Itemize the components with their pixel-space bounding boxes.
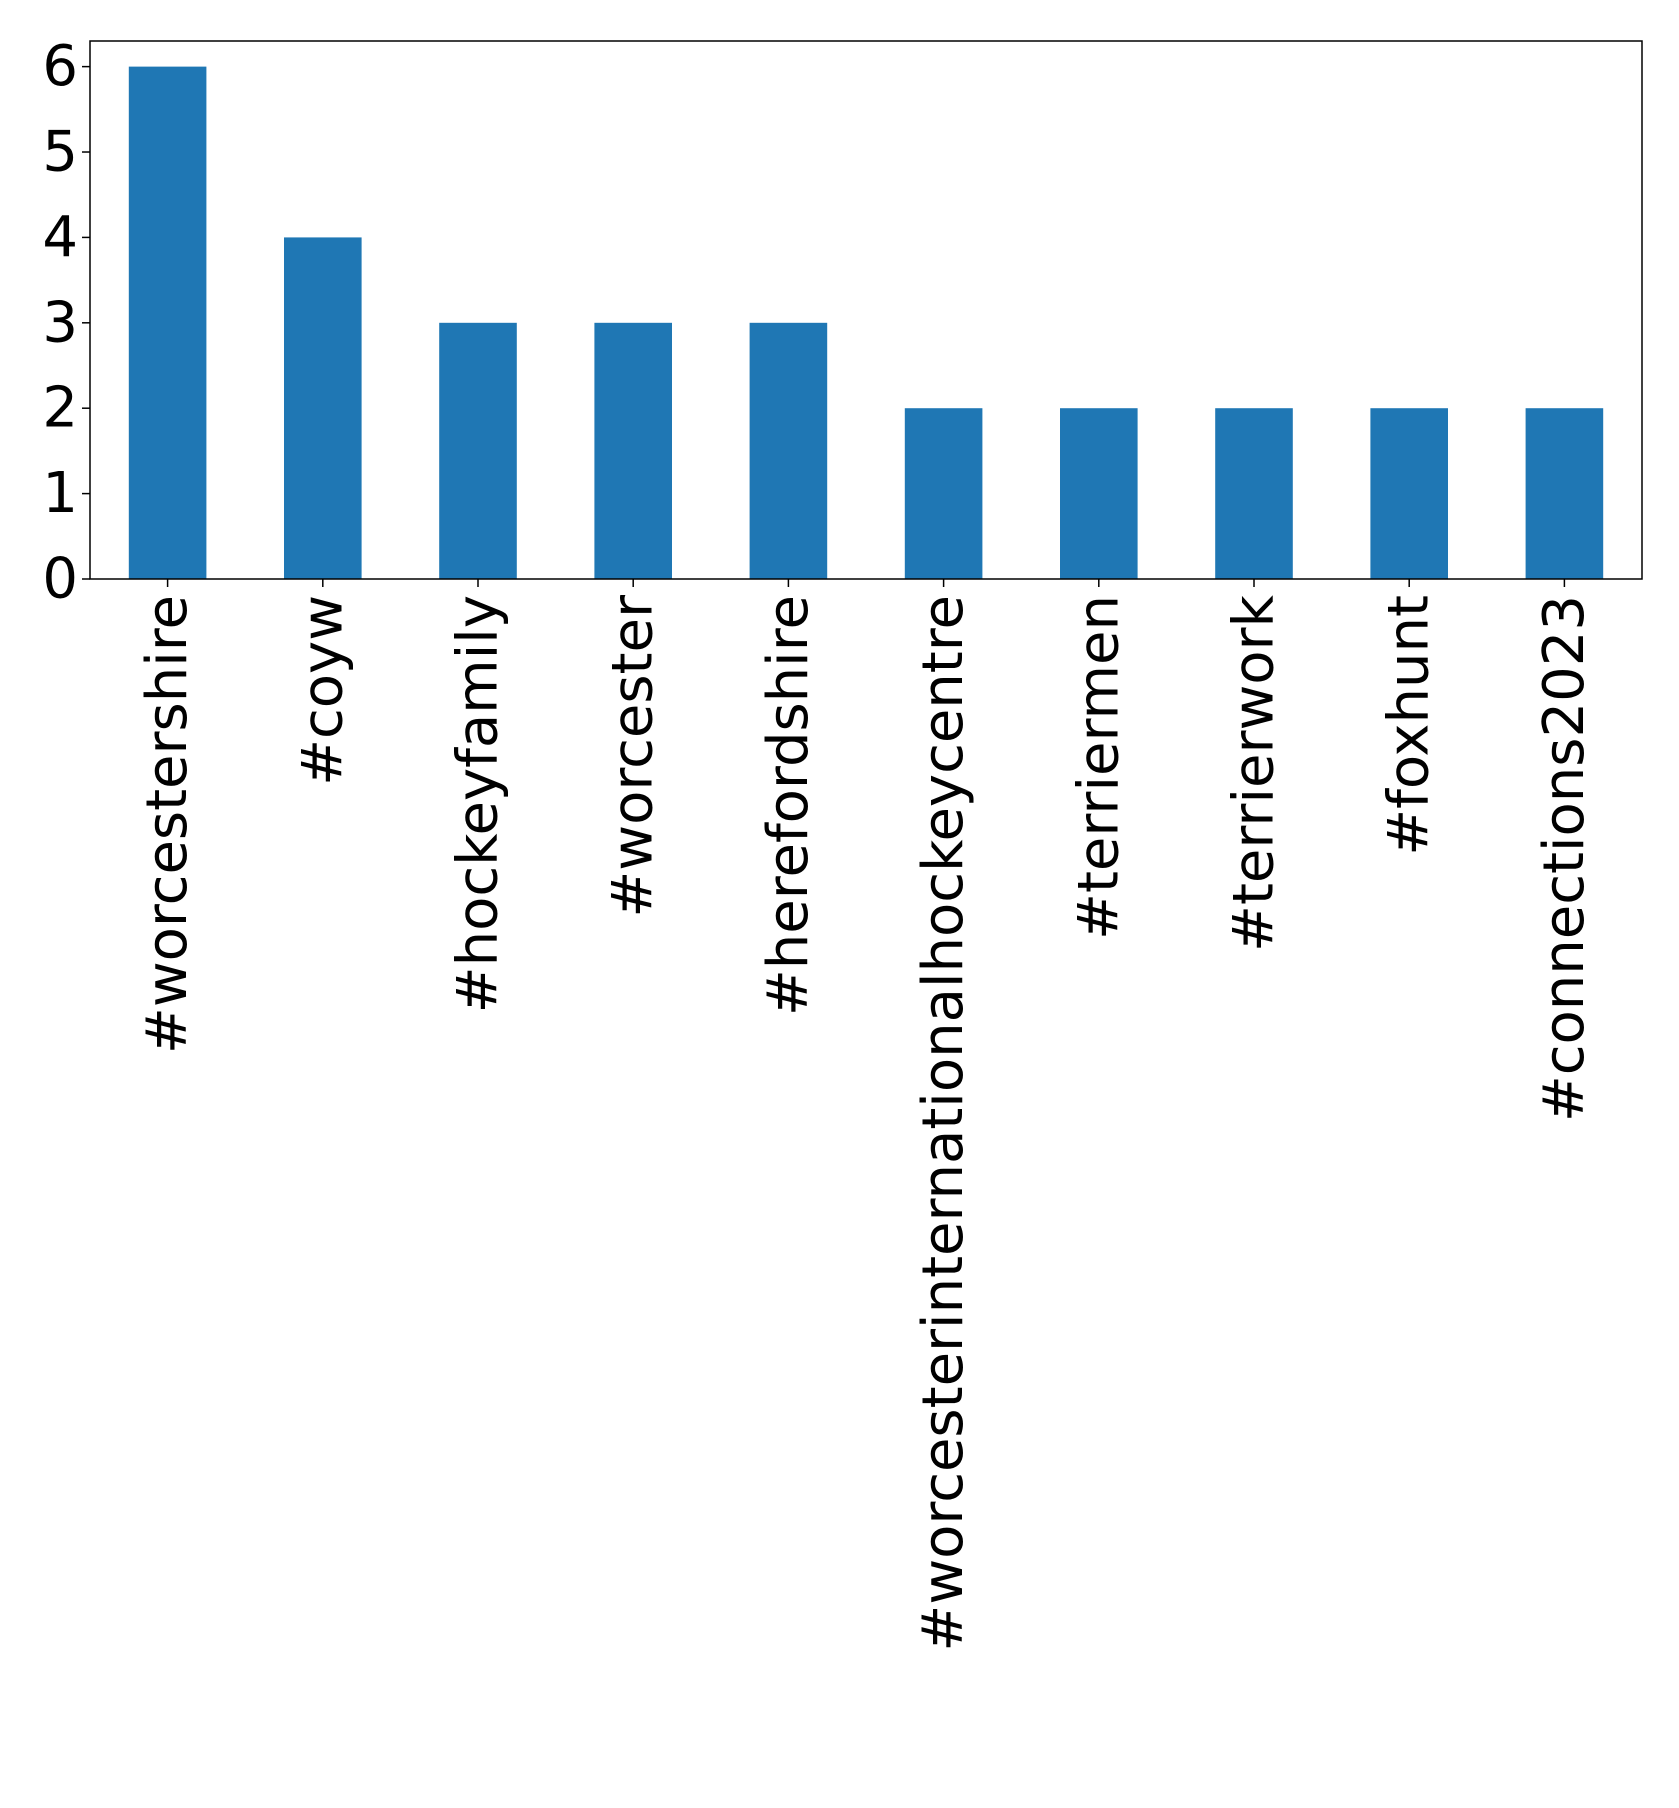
bar-worcestershire bbox=[128, 66, 207, 580]
bar-foxhunt bbox=[1370, 408, 1448, 579]
plot-area bbox=[128, 66, 1604, 580]
x-tick-label: #terrierwork bbox=[1222, 594, 1287, 952]
y-tick-label: 3 bbox=[42, 290, 78, 355]
bar-hockeyfamily bbox=[439, 322, 517, 579]
x-tick-label: #terriermen bbox=[1066, 595, 1131, 940]
y-tick-label: 5 bbox=[42, 120, 78, 185]
x-tick-label: #coyw bbox=[290, 595, 355, 786]
y-axis: 0 1 2 3 4 5 6 bbox=[42, 34, 90, 612]
x-tick-label: #herefordshire bbox=[756, 595, 821, 1016]
bar-terrierwork bbox=[1215, 408, 1293, 579]
y-tick-label: 4 bbox=[42, 205, 78, 270]
x-tick-label: #worcestershire bbox=[135, 595, 200, 1054]
x-tick-label: #hockeyfamily bbox=[446, 595, 511, 1013]
y-tick-label: 1 bbox=[42, 461, 78, 526]
x-tick-label: #worcester bbox=[601, 594, 666, 918]
bar-herefordshire bbox=[749, 322, 828, 579]
plot-frame bbox=[89, 40, 1643, 580]
bar-connections2023 bbox=[1525, 408, 1604, 579]
x-axis: #worcestershire #coyw #hockeyfamily #worces… bbox=[135, 579, 1597, 1652]
bar-terriermen bbox=[1060, 408, 1138, 579]
y-tick-label: 6 bbox=[42, 34, 78, 99]
y-tick-label: 0 bbox=[42, 547, 78, 612]
y-tick-label: 2 bbox=[42, 376, 78, 441]
bar-worcester bbox=[594, 322, 672, 579]
x-tick-label: #foxhunt bbox=[1377, 595, 1442, 856]
bar-worcesterinternationalhockeycentre bbox=[904, 408, 983, 579]
x-tick-label: #connections2023 bbox=[1532, 595, 1597, 1122]
bar-coyw bbox=[284, 237, 362, 579]
x-tick-label: #worcesterinternationalhockeycentre bbox=[911, 595, 976, 1652]
